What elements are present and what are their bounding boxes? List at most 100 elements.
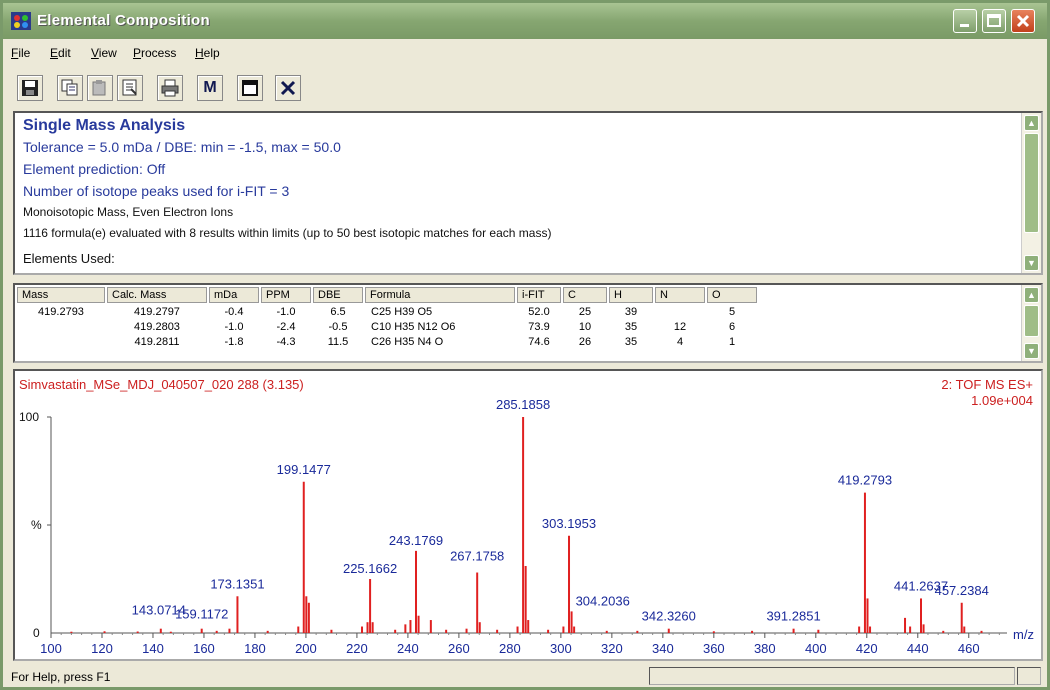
toolbar: M xyxy=(3,67,1047,107)
y-zero-label: 0 xyxy=(33,626,40,640)
info-scrollbar[interactable]: ▲ ▼ xyxy=(1021,113,1041,273)
status-pane xyxy=(649,667,1015,685)
menu-file[interactable]: File xyxy=(11,46,31,60)
close-x-icon xyxy=(280,80,296,96)
column-header-h[interactable]: H xyxy=(609,287,653,303)
peak-label: 441.2637 xyxy=(894,578,948,593)
peak-label: 303.1953 xyxy=(542,516,596,531)
minimize-button[interactable] xyxy=(953,9,977,33)
results-table: Mass Calc. Mass mDa PPM DBE Formula i-FIT C H N O … xyxy=(13,283,1043,363)
close-icon xyxy=(1016,14,1030,28)
properties-button[interactable] xyxy=(117,75,143,101)
x-tick-label: 300 xyxy=(550,641,572,656)
scroll-up-icon[interactable]: ▲ xyxy=(1024,115,1039,131)
window-button[interactable] xyxy=(237,75,263,101)
x-tick-label: 400 xyxy=(805,641,827,656)
save-button[interactable] xyxy=(17,75,43,101)
cell-ppm: -1.0 xyxy=(276,306,296,318)
results-scrollbar[interactable]: ▲ ▼ xyxy=(1021,285,1041,361)
scroll-thumb[interactable] xyxy=(1024,305,1039,337)
cell-o: 5 xyxy=(728,306,736,318)
cell-mda: -1.8 xyxy=(224,336,244,348)
cell-ppm: -2.4 xyxy=(276,321,296,333)
intensity-label: 1.09e+004 xyxy=(971,393,1033,408)
cell-c: 26 xyxy=(578,336,592,348)
mass-spectrum-chart: Simvastatin_MSe_MDJ_040507_020 288 (3.13… xyxy=(19,377,1034,656)
menu-process[interactable]: Process xyxy=(133,46,177,60)
menu-help[interactable]: Help xyxy=(195,46,220,60)
cell-mass: 419.2793 xyxy=(38,306,84,318)
cell-formula: C25 H39 O5 xyxy=(371,306,433,318)
scroll-thumb[interactable] xyxy=(1024,133,1039,233)
x-tick-label: 280 xyxy=(499,641,521,656)
maximize-button[interactable] xyxy=(982,9,1006,33)
sample-label: Simvastatin_MSe_MDJ_040507_020 288 (3.13… xyxy=(19,377,304,392)
column-header-c[interactable]: C xyxy=(563,287,607,303)
cell-calc-mass: 419.2797 xyxy=(134,306,180,318)
column-header-n[interactable]: N xyxy=(655,287,705,303)
print-icon xyxy=(161,79,179,97)
properties-icon xyxy=(122,79,137,96)
resize-grip[interactable] xyxy=(1017,667,1041,685)
peak-label: 304.2036 xyxy=(576,593,630,608)
column-header-formula[interactable]: Formula xyxy=(365,287,515,303)
column-header-mda[interactable]: mDa xyxy=(209,287,259,303)
cell-n xyxy=(655,305,705,319)
y-top-label: 100 xyxy=(19,410,39,424)
cell-h: 39 xyxy=(624,306,638,318)
x-tick-label: 340 xyxy=(652,641,674,656)
cell-dbe: 6.5 xyxy=(330,306,346,318)
cell-ppm: -4.3 xyxy=(276,336,296,348)
peak-label: 225.1662 xyxy=(343,561,397,576)
cell-calc-mass: 419.2803 xyxy=(134,321,180,333)
x-tick-label: 420 xyxy=(856,641,878,656)
x-tick-label: 160 xyxy=(193,641,215,656)
app-icon xyxy=(11,12,31,30)
cell-h: 35 xyxy=(624,336,638,348)
status-text: For Help, press F1 xyxy=(11,670,111,684)
x-tick-label: 260 xyxy=(448,641,470,656)
menu-bar: File Edit View Process Help xyxy=(3,41,1047,63)
scroll-down-icon[interactable]: ▼ xyxy=(1024,343,1039,359)
column-header-calc-mass[interactable]: Calc. Mass xyxy=(107,287,207,303)
close-view-button[interactable] xyxy=(275,75,301,101)
copy-button[interactable] xyxy=(57,75,83,101)
column-header-ifit[interactable]: i-FIT xyxy=(517,287,561,303)
menu-view[interactable]: View xyxy=(91,46,117,60)
maximize-icon xyxy=(987,14,1001,27)
print-button[interactable] xyxy=(157,75,183,101)
m-button[interactable]: M xyxy=(197,75,223,101)
paste-button[interactable] xyxy=(87,75,113,101)
x-tick-label: 140 xyxy=(142,641,164,656)
scroll-down-icon[interactable]: ▼ xyxy=(1024,255,1039,271)
peak-label: 419.2793 xyxy=(838,473,892,488)
cell-o: 1 xyxy=(728,336,736,348)
isotope-text: Number of isotope peaks used for i-FIT =… xyxy=(23,183,290,199)
peak-label: 159.1172 xyxy=(175,607,228,622)
close-button[interactable] xyxy=(1011,9,1035,33)
x-tick-label: 440 xyxy=(907,641,929,656)
tolerance-text: Tolerance = 5.0 mDa / DBE: min = -1.5, m… xyxy=(23,139,341,155)
cell-c: 25 xyxy=(578,306,592,318)
cell-mda: -0.4 xyxy=(224,306,244,318)
mode-label: 2: TOF MS ES+ xyxy=(941,377,1033,392)
paste-icon xyxy=(92,80,106,96)
column-header-dbe[interactable]: DBE xyxy=(313,287,363,303)
cell-ifit: 73.9 xyxy=(528,321,550,333)
peak-label: 243.1769 xyxy=(389,533,443,548)
peak-label: 285.1858 xyxy=(496,397,550,412)
copy-icon xyxy=(61,79,78,96)
column-header-o[interactable]: O xyxy=(707,287,757,303)
x-tick-label: 360 xyxy=(703,641,725,656)
analysis-info-panel: Single Mass Analysis Tolerance = 5.0 mDa… xyxy=(13,111,1043,275)
window-icon xyxy=(242,80,258,96)
y-mid-label: % xyxy=(31,518,42,532)
x-tick-label: 100 xyxy=(40,641,62,656)
menu-edit[interactable]: Edit xyxy=(50,46,71,60)
analysis-heading: Single Mass Analysis xyxy=(23,117,186,134)
scroll-up-icon[interactable]: ▲ xyxy=(1024,287,1039,303)
column-header-ppm[interactable]: PPM xyxy=(261,287,311,303)
peak-label: 342.3260 xyxy=(642,609,696,624)
column-header-mass[interactable]: Mass xyxy=(17,287,105,303)
title-bar[interactable]: Elemental Composition xyxy=(3,3,1047,39)
